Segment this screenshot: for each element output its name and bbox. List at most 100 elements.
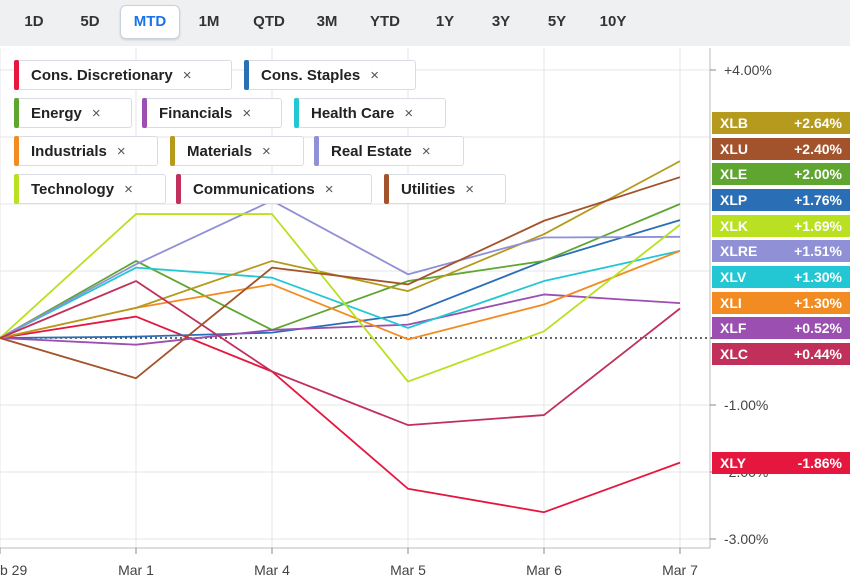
value-tag-symbol: XLRE: [720, 243, 758, 259]
value-tag-symbol: XLI: [720, 295, 742, 311]
legend-chip[interactable]: Industrials ×: [14, 136, 158, 166]
value-tag-xlk: XLK +1.69%: [712, 215, 850, 237]
legend-label: Utilities: [401, 180, 456, 198]
value-tag-value: +1.30%: [794, 295, 842, 311]
value-tag-symbol: XLY: [720, 455, 746, 471]
close-icon[interactable]: ×: [116, 142, 126, 160]
legend-label: Health Care: [311, 104, 395, 122]
legend-color-swatch: [14, 98, 19, 128]
tab-3m[interactable]: 3M: [316, 13, 338, 30]
legend-label: Cons. Staples: [261, 66, 361, 84]
value-tag-symbol: XLK: [720, 218, 748, 234]
value-tag-xle: XLE +2.00%: [712, 163, 850, 185]
legend-chip[interactable]: Cons. Discretionary ×: [14, 60, 232, 90]
tab-5y[interactable]: 5Y: [547, 13, 567, 30]
tab-1y[interactable]: 1Y: [435, 13, 455, 30]
value-tag-xlre: XLRE +1.51%: [712, 240, 850, 262]
legend-chip[interactable]: Real Estate ×: [314, 136, 464, 166]
legend-label: Real Estate: [331, 142, 412, 160]
value-tag-symbol: XLE: [720, 166, 748, 182]
tab-3y[interactable]: 3Y: [491, 13, 511, 30]
value-tag-value: +2.40%: [794, 141, 842, 157]
value-tag-xlv: XLV +1.30%: [712, 266, 850, 288]
legend-label: Energy: [31, 104, 82, 122]
legend-chip[interactable]: Communications ×: [176, 174, 372, 204]
tab-5d[interactable]: 5D: [80, 13, 100, 30]
legend-color-swatch: [244, 60, 249, 90]
value-tag-value: +1.76%: [794, 192, 842, 208]
series-line-xlp[interactable]: [0, 219, 681, 339]
x-tick-label: Mar 4: [254, 562, 290, 578]
value-tag-value: +2.64%: [794, 115, 842, 131]
chart-series: [0, 160, 681, 514]
value-tag-symbol: XLV: [720, 269, 747, 285]
close-icon[interactable]: ×: [262, 142, 271, 160]
series-line-xlre[interactable]: [0, 199, 681, 339]
tab-mtd[interactable]: MTD: [120, 5, 180, 39]
value-tag-xli: XLI +1.30%: [712, 292, 850, 314]
value-tag-symbol: XLB: [720, 115, 748, 131]
value-tag-symbol: XLC: [720, 346, 748, 362]
value-tag-value: +2.00%: [794, 166, 842, 182]
value-tag-symbol: XLP: [720, 192, 748, 208]
legend-color-swatch: [170, 136, 175, 166]
value-tag-value: -1.86%: [797, 455, 842, 471]
value-tag-xly: XLY -1.86%: [712, 452, 850, 474]
close-icon[interactable]: ×: [324, 180, 334, 198]
value-tag-value: +1.69%: [794, 218, 842, 234]
timeframe-toolbar: 1D 5D MTD 1M QTD 3M YTD 1Y 3Y 5Y 10Y: [0, 0, 850, 46]
close-icon[interactable]: ×: [421, 142, 431, 160]
legend-color-swatch: [142, 98, 147, 128]
series-line-xly[interactable]: [0, 315, 681, 514]
close-icon[interactable]: ×: [370, 66, 379, 84]
value-tag-value: +1.30%: [794, 269, 842, 285]
legend-chip[interactable]: Materials ×: [170, 136, 304, 166]
value-tag-value: +0.52%: [794, 320, 842, 336]
legend-chip[interactable]: Energy ×: [14, 98, 132, 128]
y-tick-label: +4.00%: [724, 62, 772, 78]
close-icon[interactable]: ×: [124, 180, 133, 198]
close-icon[interactable]: ×: [182, 66, 192, 84]
legend-color-swatch: [384, 174, 389, 204]
series-line-xle[interactable]: [0, 203, 681, 339]
value-tag-symbol: XLU: [720, 141, 748, 157]
tab-1m[interactable]: 1M: [198, 13, 220, 30]
close-icon[interactable]: ×: [465, 180, 474, 198]
value-tag-xlf: XLF +0.52%: [712, 317, 850, 339]
legend-color-swatch: [14, 136, 19, 166]
series-line-xlu[interactable]: [0, 176, 681, 380]
x-tick-label: b 29: [0, 562, 27, 578]
x-tick-label: Mar 1: [118, 562, 154, 578]
legend-chip[interactable]: Health Care ×: [294, 98, 446, 128]
x-tick-label: Mar 5: [390, 562, 426, 578]
value-tag-symbol: XLF: [720, 320, 747, 336]
x-tick-label: Mar 7: [662, 562, 698, 578]
value-tag-xlp: XLP +1.76%: [712, 189, 850, 211]
legend-label: Materials: [187, 142, 253, 160]
legend-chip[interactable]: Cons. Staples ×: [244, 60, 416, 90]
y-tick-label: -3.00%: [724, 531, 768, 547]
legend-color-swatch: [14, 60, 19, 90]
tab-1d[interactable]: 1D: [24, 13, 44, 30]
legend-label: Industrials: [31, 142, 107, 160]
value-tag-xlu: XLU +2.40%: [712, 138, 850, 160]
legend-chip[interactable]: Financials ×: [142, 98, 282, 128]
tab-ytd[interactable]: YTD: [370, 13, 400, 30]
close-icon[interactable]: ×: [404, 104, 414, 122]
series-line-xlc[interactable]: [0, 280, 681, 427]
legend-color-swatch: [314, 136, 319, 166]
legend-chip[interactable]: Utilities ×: [384, 174, 506, 204]
legend-color-swatch: [176, 174, 181, 204]
tab-10y[interactable]: 10Y: [599, 13, 627, 30]
close-icon[interactable]: ×: [91, 104, 101, 122]
x-tick-label: Mar 6: [526, 562, 562, 578]
legend-label: Technology: [31, 180, 115, 198]
legend-color-swatch: [294, 98, 299, 128]
value-tag-xlc: XLC +0.44%: [712, 343, 850, 365]
series-line-xlv[interactable]: [0, 250, 681, 339]
tab-qtd[interactable]: QTD: [253, 13, 285, 30]
legend-chip[interactable]: Technology ×: [14, 174, 166, 204]
series-line-xlk[interactable]: [0, 213, 681, 383]
close-icon[interactable]: ×: [242, 104, 252, 122]
